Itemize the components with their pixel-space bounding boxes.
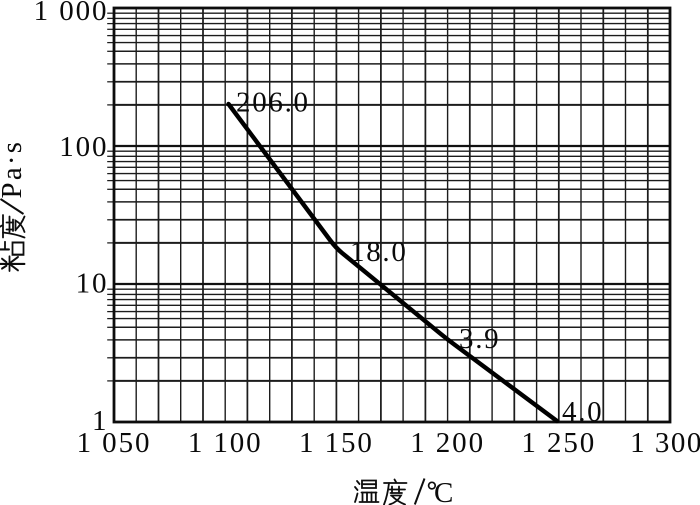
svg-text:18.0: 18.0: [350, 236, 408, 268]
svg-text:1 250: 1 250: [521, 427, 596, 459]
svg-text:C: C: [434, 477, 453, 505]
svg-text:1 300: 1 300: [630, 427, 700, 459]
svg-text:1 050: 1 050: [77, 427, 152, 459]
svg-text:3.9: 3.9: [459, 323, 500, 355]
svg-text:4.0: 4.0: [562, 396, 603, 428]
svg-text:100: 100: [59, 131, 108, 163]
svg-text:10: 10: [76, 268, 109, 300]
svg-text:Pa·s: Pa·s: [0, 140, 28, 199]
svg-text:1 100: 1 100: [188, 427, 263, 459]
svg-text:1 200: 1 200: [410, 427, 485, 459]
svg-text:1: 1: [92, 405, 108, 437]
svg-text:206.0: 206.0: [236, 87, 310, 119]
svg-text:1 000: 1 000: [34, 0, 109, 27]
svg-text:1 150: 1 150: [299, 427, 374, 459]
